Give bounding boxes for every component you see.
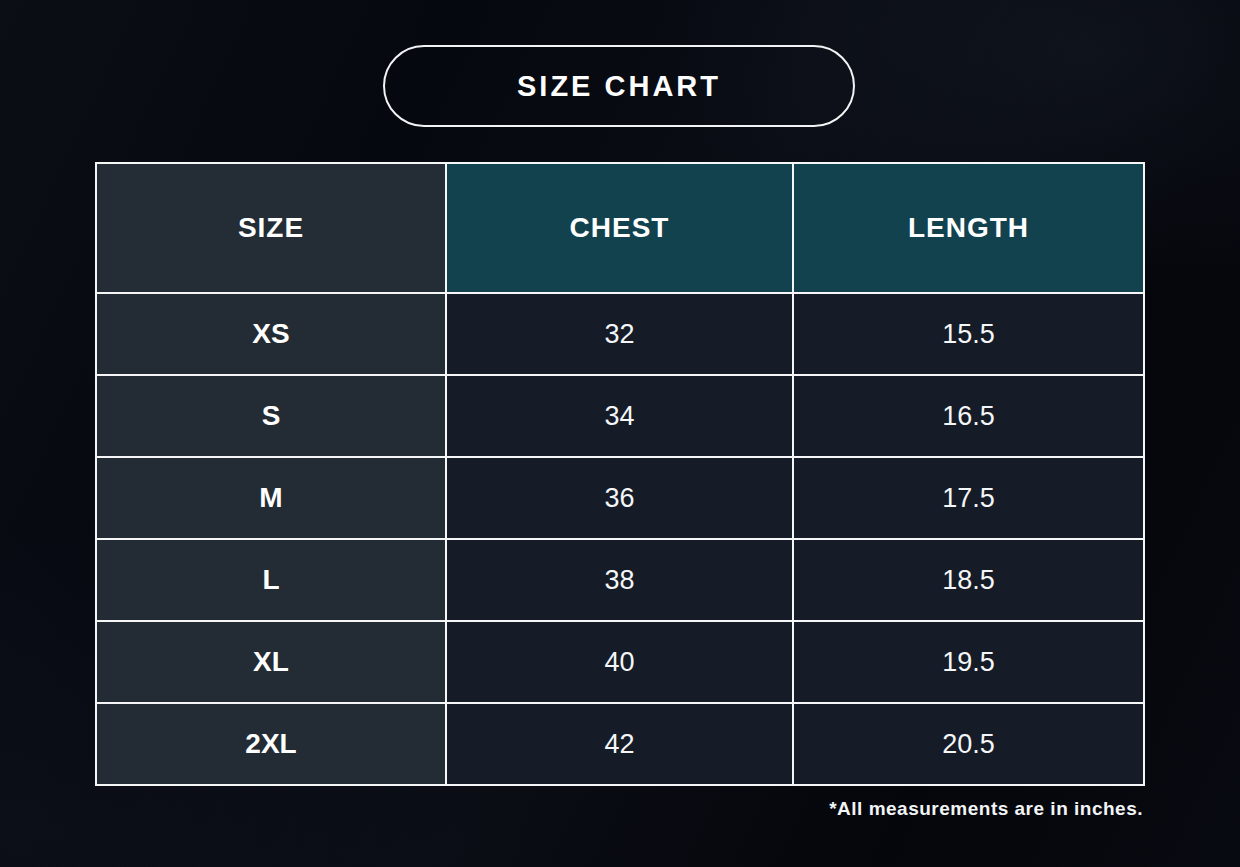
size-label: M [96, 457, 446, 539]
table-row-s: S 34 16.5 [96, 375, 1144, 457]
column-header-length: LENGTH [793, 163, 1144, 293]
chest-value: 40 [446, 621, 793, 703]
table-row-l: L 38 18.5 [96, 539, 1144, 621]
chest-value: 38 [446, 539, 793, 621]
column-header-size: SIZE [96, 163, 446, 293]
chest-value: 36 [446, 457, 793, 539]
length-value: 15.5 [793, 293, 1144, 375]
length-value: 16.5 [793, 375, 1144, 457]
column-header-chest: CHEST [446, 163, 793, 293]
size-chart-title-pill: SIZE CHART [383, 45, 855, 127]
size-label: 2XL [96, 703, 446, 785]
length-value: 18.5 [793, 539, 1144, 621]
size-label: L [96, 539, 446, 621]
table-row-m: M 36 17.5 [96, 457, 1144, 539]
table-row-xs: XS 32 15.5 [96, 293, 1144, 375]
chest-value: 32 [446, 293, 793, 375]
length-value: 19.5 [793, 621, 1144, 703]
length-value: 17.5 [793, 457, 1144, 539]
page-title: SIZE CHART [517, 70, 721, 103]
length-value: 20.5 [793, 703, 1144, 785]
table-header-row: SIZE CHEST LENGTH [96, 163, 1144, 293]
size-chart-table: SIZE CHEST LENGTH XS 32 15.5 S 34 16.5 M… [95, 162, 1145, 786]
chest-value: 42 [446, 703, 793, 785]
table-row-xl: XL 40 19.5 [96, 621, 1144, 703]
size-label: XS [96, 293, 446, 375]
chest-value: 34 [446, 375, 793, 457]
table-row-2xl: 2XL 42 20.5 [96, 703, 1144, 785]
size-label: XL [96, 621, 446, 703]
size-label: S [96, 375, 446, 457]
measurements-footnote: *All measurements are in inches. [829, 798, 1143, 820]
